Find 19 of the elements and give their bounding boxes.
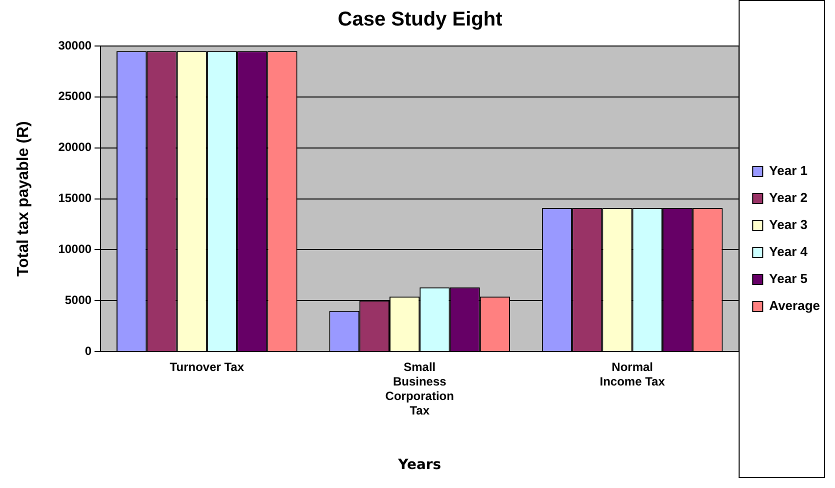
y-axis-title: Total tax payable (R) [15, 121, 32, 276]
legend-label: Year 4 [769, 244, 808, 260]
legend-label: Year 2 [769, 190, 808, 206]
x-axis-title: Years [397, 457, 442, 474]
y-tick-label: 20000 [58, 140, 92, 154]
legend-label: Year 1 [769, 163, 808, 178]
x-tick-label: Normal Income Tax [600, 360, 666, 389]
y-tick-label: 25000 [58, 89, 92, 104]
legend-label: Average [769, 298, 820, 314]
x-tick-label: Turnover Tax [170, 360, 244, 374]
y-tick-label: 10000 [58, 242, 92, 256]
chart-title: Case Study Eight [338, 8, 503, 31]
legend-label: Year 3 [769, 217, 808, 232]
y-tick-label: 5000 [64, 292, 92, 307]
y-tick-label: 30000 [58, 38, 92, 52]
x-tick-label: Small Business Corporation Tax [385, 360, 454, 418]
y-tick-label: 0 [84, 344, 92, 358]
y-tick-label: 15000 [58, 191, 92, 206]
legend-label: Year 5 [769, 271, 808, 286]
